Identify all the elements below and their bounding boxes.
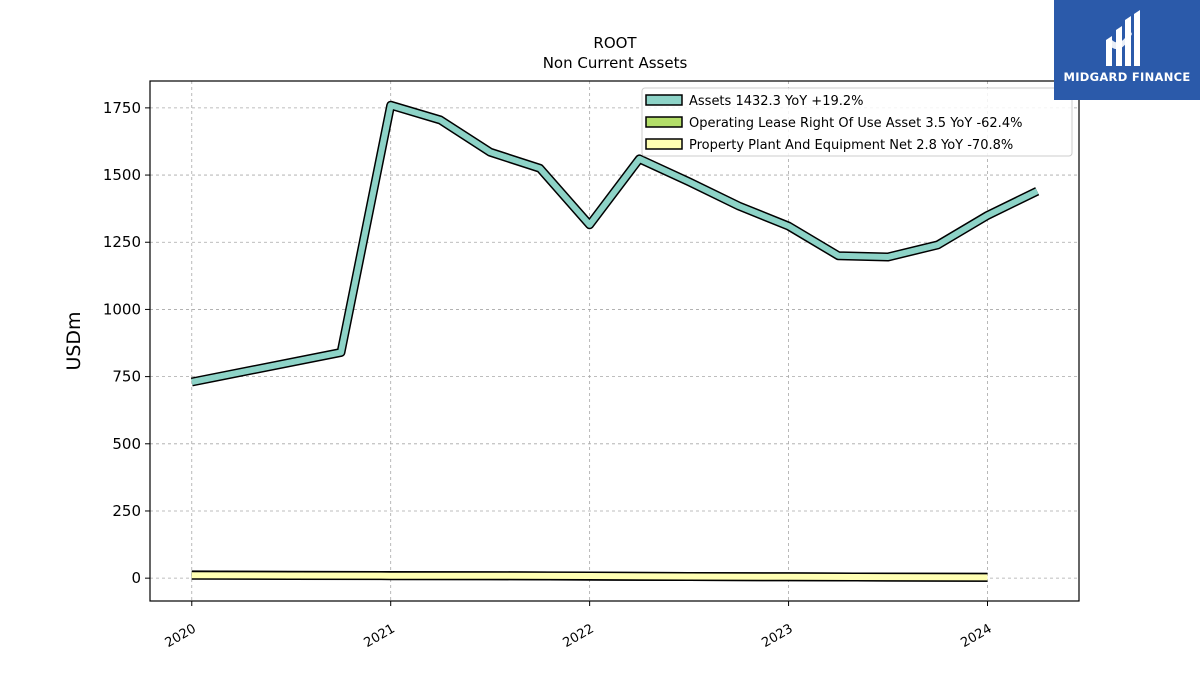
y-axis-label: USDm [63, 311, 85, 370]
legend: Assets 1432.3 YoY +19.2% Operating Lease … [641, 87, 1073, 157]
y-axis: 0 250 500 750 1000 1250 1500 1750 [103, 99, 150, 587]
y-tick-label: 1750 [103, 99, 141, 117]
x-tick-label: 2024 [958, 621, 994, 651]
x-axis: 2020 2021 2022 2023 2024 [163, 601, 994, 651]
y-tick-label: 0 [131, 569, 141, 587]
y-tick-label: 500 [112, 435, 141, 453]
legend-swatch [645, 116, 683, 128]
series-lines [190, 100, 1040, 582]
y-tick-label: 750 [112, 368, 141, 386]
legend-swatch [645, 138, 683, 150]
chart-title: ROOT [593, 34, 637, 52]
grid [150, 81, 1079, 601]
plot-area-frame [149, 80, 1080, 602]
series-line-2 [191, 572, 988, 581]
y-tick-label: 1250 [103, 233, 141, 251]
x-tick-label: 2023 [759, 621, 795, 651]
logo-text: MIDGARD FINANCE [1063, 70, 1191, 84]
legend-entry: Assets 1432.3 YoY +19.2% [689, 94, 864, 109]
x-tick-label: 2021 [362, 621, 398, 651]
midgard-finance-logo: MIDGARD FINANCE [1054, 0, 1200, 100]
legend-entry: Operating Lease Right Of Use Asset 3.5 Y… [689, 116, 1022, 131]
x-tick-label: 2022 [560, 621, 596, 651]
y-tick-label: 1500 [103, 166, 141, 184]
legend-swatch [645, 94, 683, 106]
y-tick-label: 1000 [103, 300, 141, 318]
chart-subtitle: Non Current Assets [543, 54, 688, 72]
logo-mark-icon [1106, 10, 1140, 66]
legend-box [641, 87, 1073, 157]
series-line-0 [191, 102, 1039, 385]
x-tick-label: 2020 [163, 621, 199, 651]
legend-entry: Property Plant And Equipment Net 2.8 YoY… [689, 138, 1013, 153]
y-tick-label: 250 [112, 502, 141, 520]
